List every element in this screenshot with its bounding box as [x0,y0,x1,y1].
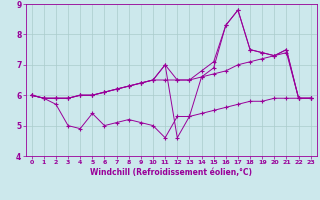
X-axis label: Windchill (Refroidissement éolien,°C): Windchill (Refroidissement éolien,°C) [90,168,252,177]
